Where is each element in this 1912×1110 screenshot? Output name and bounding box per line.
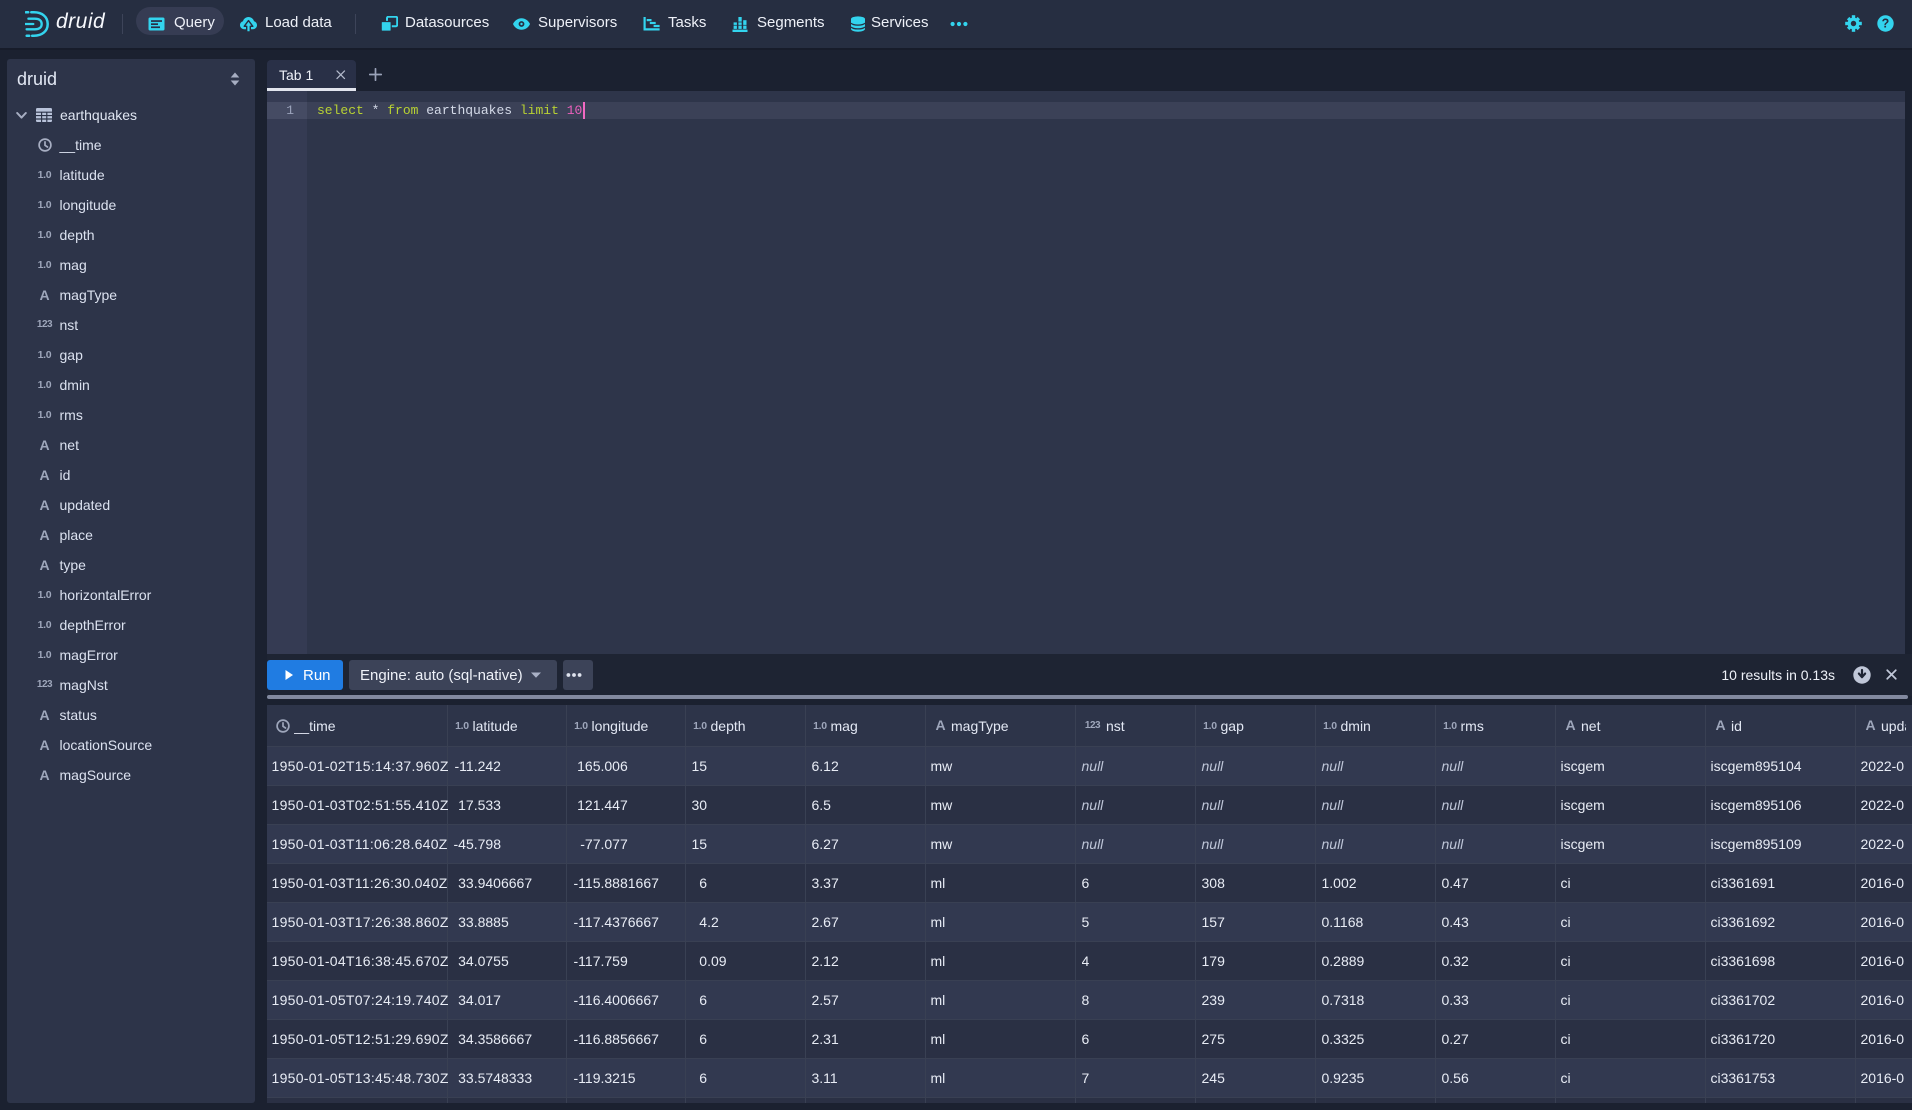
svg-text:?: ?	[1882, 17, 1890, 31]
